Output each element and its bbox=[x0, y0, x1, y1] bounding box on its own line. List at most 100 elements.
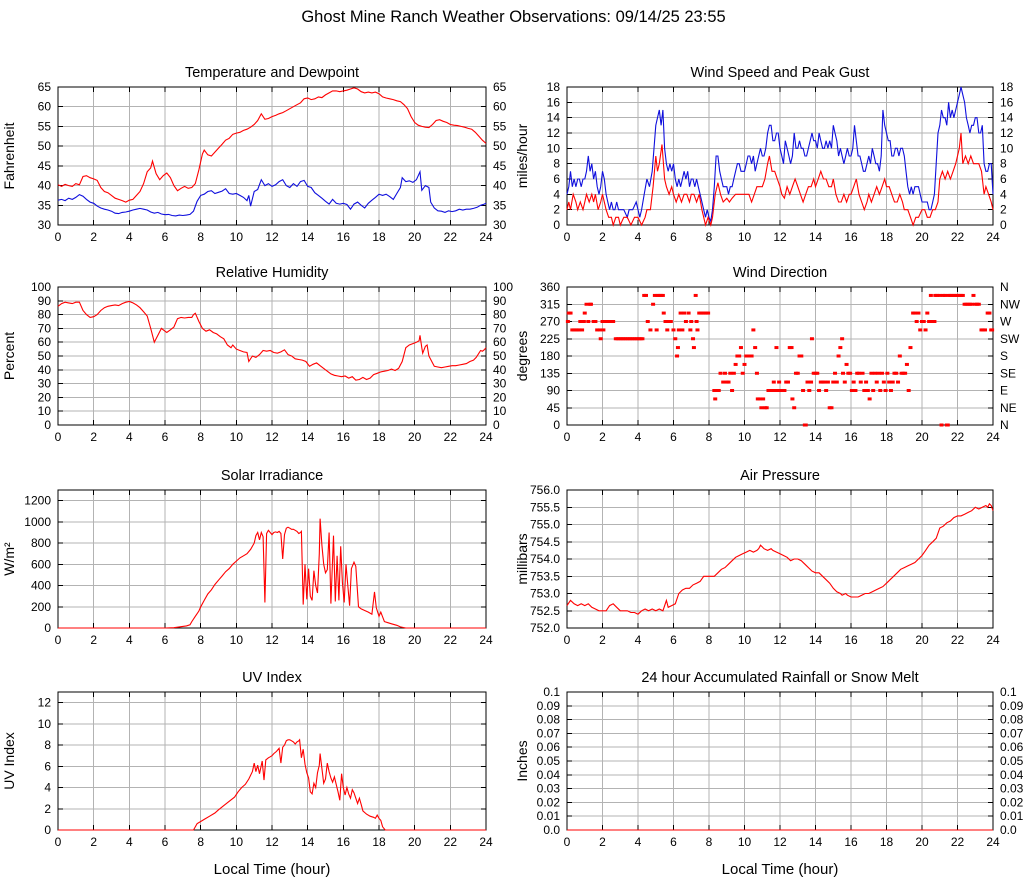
x-tick-label: 10 bbox=[738, 633, 752, 647]
y-tick-label-right: 12 bbox=[1000, 126, 1014, 140]
series-temperature bbox=[57, 87, 487, 203]
x-tick-label: 4 bbox=[635, 835, 642, 849]
scatter-point bbox=[726, 380, 731, 384]
scatter-point bbox=[871, 389, 876, 392]
scatter-point bbox=[935, 293, 940, 297]
y-tick-label-right: 30 bbox=[493, 377, 507, 391]
x-tick-label: 8 bbox=[706, 430, 713, 444]
scatter-point bbox=[600, 320, 605, 323]
x-tick-label: 2 bbox=[90, 430, 97, 444]
x-tick-label: 14 bbox=[809, 230, 823, 244]
y-tick-label: 0.07 bbox=[537, 726, 561, 740]
scatter-point bbox=[738, 346, 743, 350]
x-tick-label: 12 bbox=[265, 835, 279, 849]
scatter-point bbox=[815, 371, 820, 375]
y-tick-label-right: 0.04 bbox=[1000, 768, 1024, 782]
x-tick-label: 22 bbox=[444, 430, 458, 444]
y-tick-label-right: 40 bbox=[493, 363, 507, 377]
scatter-point bbox=[777, 380, 782, 384]
scatter-point bbox=[841, 371, 846, 375]
scatter-point bbox=[829, 406, 834, 410]
scatter-point bbox=[742, 362, 747, 366]
y-tick-label-right: 0.02 bbox=[1000, 795, 1024, 809]
scatter-point bbox=[840, 337, 845, 341]
y-tick-label-right: 50 bbox=[493, 139, 507, 153]
scatter-point bbox=[652, 293, 657, 297]
scatter-point bbox=[876, 371, 881, 375]
x-tick-label: 0 bbox=[564, 430, 571, 444]
x-axis-label: Local Time (hour) bbox=[722, 861, 839, 878]
scatter-point bbox=[611, 320, 616, 323]
scatter-point bbox=[906, 389, 911, 392]
x-tick-label: 0 bbox=[55, 633, 62, 647]
x-tick-label: 24 bbox=[986, 633, 1000, 647]
scatter-point bbox=[807, 389, 812, 392]
y-tick-label: 0 bbox=[44, 823, 51, 837]
y-tick-label-right: 0.09 bbox=[1000, 699, 1024, 713]
y-tick-label: 1000 bbox=[24, 515, 51, 529]
scatter-point bbox=[751, 328, 756, 332]
scatter-point bbox=[937, 293, 942, 297]
scatter-point bbox=[691, 337, 696, 341]
scatter-point bbox=[987, 311, 992, 315]
y-tick-label: 8 bbox=[44, 738, 51, 752]
y-tick-label: 30 bbox=[38, 218, 52, 232]
y-tick-label: 1200 bbox=[24, 494, 51, 508]
scatter-point bbox=[795, 371, 800, 375]
y-axis-label: Fahrenheit bbox=[1, 122, 17, 189]
series-uv bbox=[58, 738, 486, 831]
x-tick-label: 6 bbox=[670, 430, 677, 444]
y-tick-label: 10 bbox=[38, 404, 52, 418]
y-tick-label: 90 bbox=[38, 294, 52, 308]
scatter-point bbox=[578, 320, 583, 323]
y-axis-label: millibars bbox=[514, 533, 530, 584]
x-tick-label: 24 bbox=[479, 230, 493, 244]
y-tick-label-right: 0.08 bbox=[1000, 713, 1024, 727]
y-tick-label: 35 bbox=[38, 198, 52, 212]
y-tick-label-right: N bbox=[1000, 280, 1009, 294]
scatter-point bbox=[660, 293, 665, 297]
scatter-point bbox=[903, 371, 908, 375]
scatter-point bbox=[864, 380, 869, 384]
y-tick-label-right: SE bbox=[1000, 366, 1016, 380]
y-tick-label-right: N bbox=[1000, 418, 1009, 432]
scatter-point bbox=[665, 328, 670, 332]
chart-title: 24 hour Accumulated Rainfall or Snow Mel… bbox=[641, 670, 918, 686]
y-tick-label-right: 10 bbox=[1000, 141, 1014, 155]
scatter-point bbox=[831, 380, 836, 384]
scatter-point bbox=[805, 380, 810, 384]
x-tick-label: 20 bbox=[915, 835, 929, 849]
x-tick-label: 18 bbox=[372, 230, 386, 244]
y-tick-label: 0.04 bbox=[537, 768, 561, 782]
y-tick-label: 0.09 bbox=[537, 699, 561, 713]
scatter-point bbox=[584, 302, 589, 306]
chart-rainfall: 24 hour Accumulated Rainfall or Snow Mel… bbox=[513, 660, 1027, 883]
scatter-point bbox=[593, 320, 598, 323]
scatter-point bbox=[809, 380, 814, 384]
y-tick-label: 0.1 bbox=[543, 685, 560, 699]
scatter-point bbox=[874, 380, 879, 384]
x-tick-label: 16 bbox=[337, 835, 351, 849]
y-tick-label: 0.08 bbox=[537, 713, 561, 727]
x-tick-label: 16 bbox=[337, 430, 351, 444]
y-tick-label-right: 20 bbox=[493, 390, 507, 404]
y-tick-label-right: NE bbox=[1000, 401, 1017, 415]
y-tick-label-right: 16 bbox=[1000, 95, 1014, 109]
y-tick-label-right: 70 bbox=[493, 321, 507, 335]
scatter-point bbox=[897, 354, 902, 358]
y-tick-label-right: 55 bbox=[493, 119, 507, 133]
scatter-point bbox=[654, 328, 659, 332]
scatter-point bbox=[683, 320, 688, 323]
scatter-point bbox=[582, 311, 587, 315]
x-tick-label: 16 bbox=[844, 430, 858, 444]
scatter-point bbox=[671, 328, 676, 332]
y-tick-label-right: NW bbox=[1000, 297, 1021, 311]
y-tick-label: 10 bbox=[38, 717, 52, 731]
x-tick-label: 20 bbox=[408, 633, 422, 647]
scatter-point bbox=[661, 311, 666, 315]
y-tick-label: 752.5 bbox=[530, 604, 560, 618]
x-tick-label: 18 bbox=[880, 835, 894, 849]
scatter-point bbox=[833, 371, 838, 375]
